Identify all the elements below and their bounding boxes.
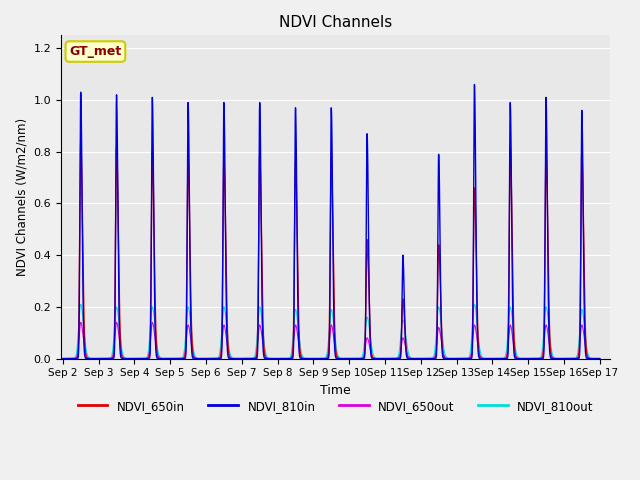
- NDVI_650out: [77, 320, 84, 325]
- NDVI_810out: [168, 356, 176, 361]
- NDVI_810out: [77, 301, 84, 307]
- NDVI_810in: [594, 356, 602, 361]
- NDVI_810in: [260, 353, 268, 359]
- NDVI_650out: [174, 356, 182, 361]
- NDVI_650in: [77, 138, 84, 144]
- Line: NDVI_650out: NDVI_650out: [63, 323, 600, 359]
- NDVI_650out: [59, 356, 67, 361]
- NDVI_650in: [482, 356, 490, 361]
- NDVI_650in: [174, 356, 182, 361]
- NDVI_810in: [482, 356, 490, 361]
- NDVI_810out: [596, 356, 604, 361]
- NDVI_810out: [482, 356, 490, 361]
- NDVI_650out: [596, 356, 604, 361]
- Line: NDVI_650in: NDVI_650in: [63, 141, 600, 359]
- NDVI_650out: [594, 356, 602, 361]
- NDVI_650out: [260, 348, 268, 353]
- NDVI_810in: [470, 82, 478, 87]
- NDVI_810out: [174, 356, 182, 361]
- NDVI_810out: [405, 352, 413, 358]
- X-axis label: Time: Time: [321, 384, 351, 397]
- NDVI_650in: [168, 356, 176, 361]
- NDVI_810in: [405, 356, 413, 361]
- NDVI_650in: [596, 356, 604, 361]
- Title: NDVI Channels: NDVI Channels: [279, 15, 392, 30]
- NDVI_810out: [59, 356, 67, 361]
- NDVI_650out: [168, 356, 176, 361]
- NDVI_810in: [596, 356, 604, 361]
- Y-axis label: NDVI Channels (W/m2/nm): NDVI Channels (W/m2/nm): [15, 118, 28, 276]
- NDVI_810out: [260, 338, 268, 344]
- NDVI_650in: [594, 356, 602, 361]
- NDVI_650out: [482, 356, 490, 361]
- NDVI_650in: [59, 356, 67, 361]
- NDVI_650out: [405, 355, 413, 360]
- Line: NDVI_810in: NDVI_810in: [63, 84, 600, 359]
- Text: GT_met: GT_met: [69, 45, 122, 58]
- NDVI_650in: [405, 356, 413, 361]
- NDVI_810in: [168, 356, 176, 361]
- NDVI_810in: [174, 356, 182, 361]
- NDVI_810in: [59, 356, 67, 361]
- NDVI_810out: [594, 356, 602, 361]
- NDVI_650in: [260, 342, 268, 348]
- Line: NDVI_810out: NDVI_810out: [63, 304, 600, 359]
- Legend: NDVI_650in, NDVI_810in, NDVI_650out, NDVI_810out: NDVI_650in, NDVI_810in, NDVI_650out, NDV…: [73, 395, 598, 417]
